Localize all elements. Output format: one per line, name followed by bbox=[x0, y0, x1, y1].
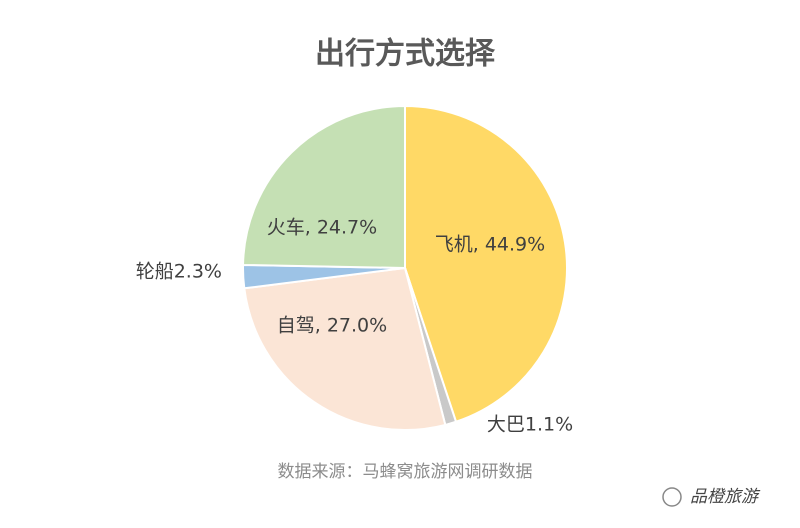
pie-slice bbox=[243, 266, 447, 431]
data-label: 自驾, 27.0% bbox=[277, 315, 387, 337]
watermark-icon bbox=[662, 487, 682, 507]
data-label: 火车, 24.7% bbox=[267, 217, 377, 239]
data-label: 飞机, 44.9% bbox=[435, 234, 545, 256]
chart-title: 出行方式选择 bbox=[315, 37, 496, 72]
source-note: 数据来源：马蜂窝旅游网调研数据 bbox=[278, 462, 533, 482]
data-label: 大巴1.1% bbox=[487, 414, 573, 436]
pie-slice bbox=[242, 104, 406, 270]
watermark: 品橙旅游 bbox=[690, 487, 761, 507]
data-label: 轮船2.3% bbox=[136, 261, 222, 283]
pie-slice bbox=[404, 104, 568, 424]
